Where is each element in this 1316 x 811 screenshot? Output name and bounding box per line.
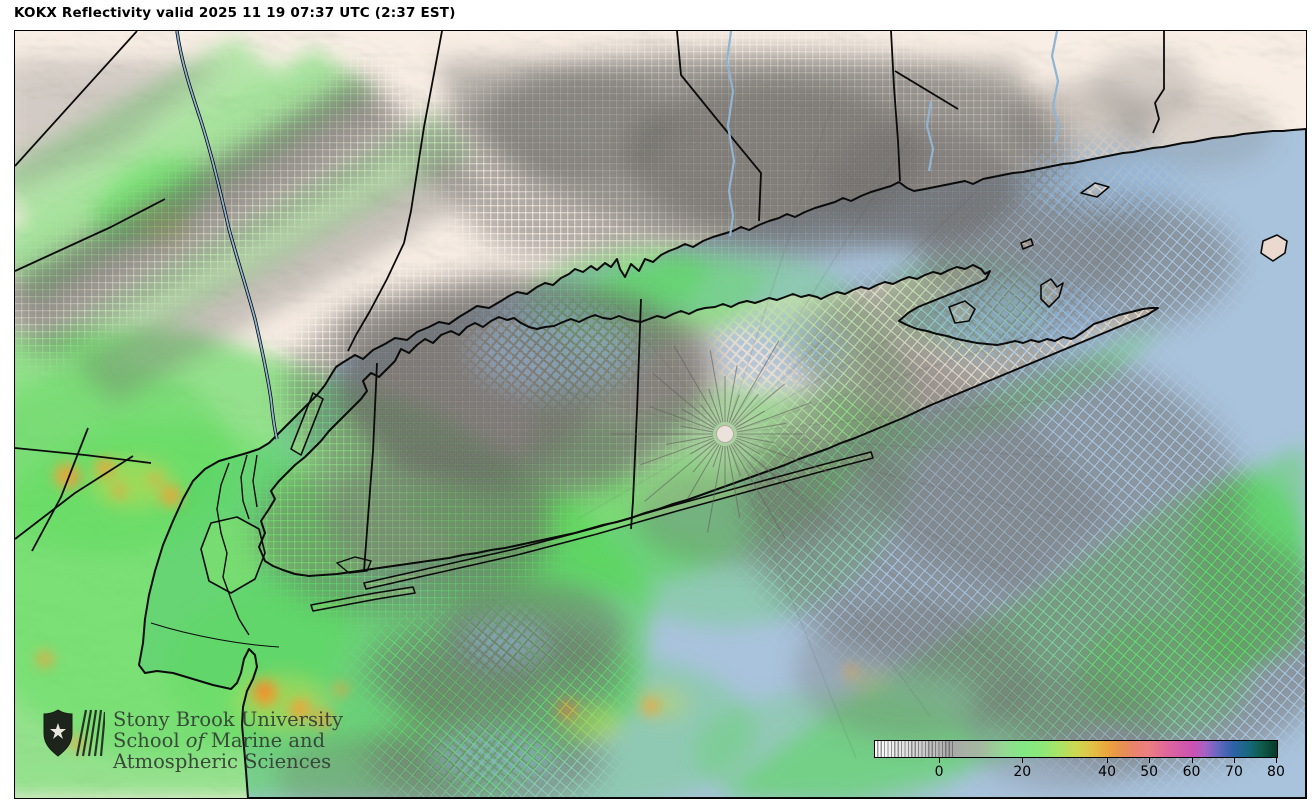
colorbar-tick bbox=[1022, 758, 1024, 763]
colorbar-gradient bbox=[874, 740, 1278, 758]
state-county-borders bbox=[15, 31, 1165, 572]
stony-brook-logo: Stony Brook University School of Marine … bbox=[43, 709, 343, 772]
colorbar-label: 50 bbox=[1140, 764, 1159, 780]
sbu-logo-line1: Stony Brook University bbox=[113, 708, 344, 731]
colorbar-label: 80 bbox=[1267, 764, 1285, 780]
colorbar-label: 70 bbox=[1225, 764, 1243, 780]
radar-spokes bbox=[610, 340, 829, 539]
sbu-logo-line2: School of Marine and bbox=[113, 729, 326, 752]
radar-center-dot bbox=[716, 425, 734, 443]
colorbar-tick bbox=[1275, 758, 1277, 763]
colorbar-tick bbox=[1107, 758, 1109, 763]
radar-map-art bbox=[15, 31, 1306, 798]
colorbar-label: 60 bbox=[1182, 764, 1201, 780]
colorbar-tick bbox=[1149, 758, 1151, 763]
colorbar-tick bbox=[1233, 758, 1235, 763]
reflectivity-colorbar: 0 20 40 50 60 70 80 bbox=[874, 740, 1285, 790]
nyc-harbor-detail-lines bbox=[150, 454, 372, 648]
page-title: KOKX Reflectivity valid 2025 11 19 07:37… bbox=[14, 5, 456, 21]
colorbar-hatch-region bbox=[875, 741, 954, 757]
sbu-shield-icon bbox=[43, 709, 105, 757]
connecticut-rivers bbox=[725, 31, 1061, 237]
colorbar-label: 40 bbox=[1098, 764, 1117, 780]
colorbar-label: 20 bbox=[1013, 764, 1032, 780]
colorbar-tick bbox=[1191, 758, 1193, 763]
colorbar-label: 0 bbox=[934, 764, 944, 780]
colorbar-tick bbox=[939, 758, 941, 763]
sbu-logo-line3: Atmospheric Sciences bbox=[113, 750, 332, 773]
sbu-logo-text: Stony Brook University School of Marine … bbox=[113, 709, 343, 772]
radar-map-canvas: Stony Brook University School of Marine … bbox=[14, 30, 1307, 799]
radar-long-rays bbox=[560, 100, 1075, 759]
